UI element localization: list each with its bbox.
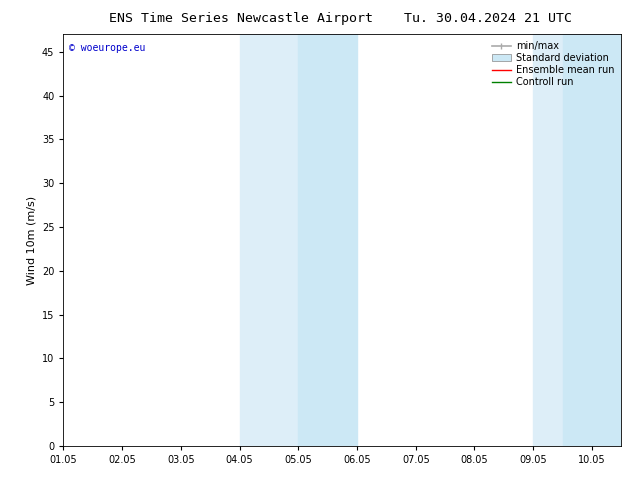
Y-axis label: Wind 10m (m/s): Wind 10m (m/s) xyxy=(27,196,36,285)
Legend: min/max, Standard deviation, Ensemble mean run, Controll run: min/max, Standard deviation, Ensemble me… xyxy=(489,39,616,89)
Bar xyxy=(533,34,562,446)
Text: Tu. 30.04.2024 21 UTC: Tu. 30.04.2024 21 UTC xyxy=(404,12,572,25)
Bar xyxy=(299,34,357,446)
Text: ENS Time Series Newcastle Airport: ENS Time Series Newcastle Airport xyxy=(109,12,373,25)
Text: © woeurope.eu: © woeurope.eu xyxy=(69,43,145,52)
Bar xyxy=(240,34,299,446)
Bar xyxy=(562,34,621,446)
